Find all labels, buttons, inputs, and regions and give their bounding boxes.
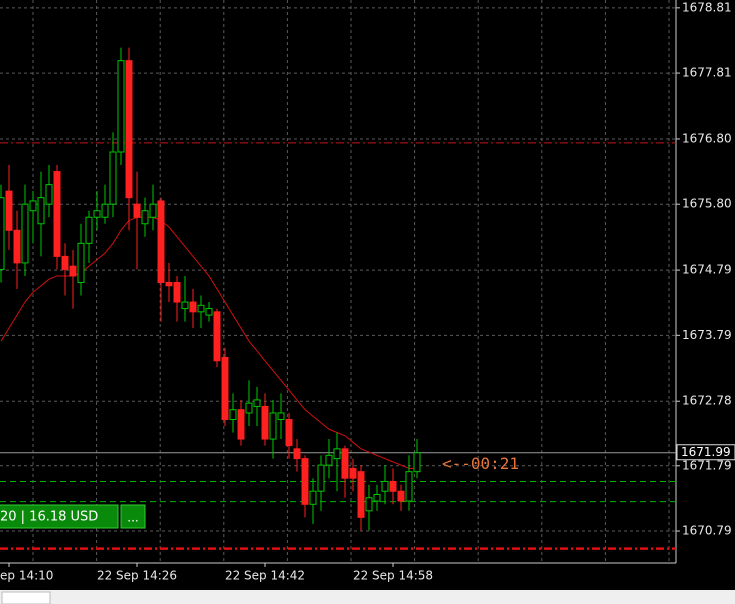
trade-button-label: ... — [127, 511, 138, 525]
candle-body — [333, 448, 341, 460]
candle-body — [269, 412, 277, 440]
candle-body — [69, 265, 77, 277]
candle-body — [365, 497, 373, 512]
candle-body — [341, 448, 349, 479]
candle-body — [301, 458, 309, 505]
candle-body — [221, 357, 229, 420]
candle-body — [181, 301, 189, 310]
candle-body — [29, 200, 37, 212]
candle-body — [93, 210, 101, 218]
x-tick-label: ep 14:10 — [0, 569, 53, 583]
trade-label: 20 | 16.18 USD — [0, 510, 98, 525]
candle-body — [389, 480, 397, 492]
candle-body — [205, 308, 213, 316]
y-tick-label: 1677.81 — [682, 66, 732, 80]
x-tick-label: 22 Sep 14:26 — [97, 569, 177, 583]
y-tick-label: 1671.79 — [682, 458, 732, 472]
candle-body — [13, 229, 21, 264]
price-tag — [676, 444, 735, 461]
x-tick-label: 22 Sep 14:58 — [353, 569, 433, 583]
tab-strip — [0, 590, 735, 604]
candle-body — [189, 301, 197, 313]
countdown: <--00:21 — [442, 454, 519, 473]
price-tag-label: 1671.99 — [681, 445, 731, 459]
candle-body — [85, 216, 93, 244]
candle-body — [405, 471, 413, 502]
candle-body — [157, 200, 165, 283]
candle-body — [45, 184, 53, 205]
candle-body — [0, 197, 5, 270]
candle-body — [125, 60, 133, 199]
y-tick-label: 1675.80 — [682, 197, 732, 211]
candle-body — [245, 402, 253, 414]
candle-body — [141, 210, 149, 225]
candle-body — [309, 490, 317, 505]
y-tick-label: 1674.79 — [682, 263, 732, 277]
candle-body — [213, 311, 221, 362]
candle-body — [21, 203, 29, 264]
tab[interactable] — [1, 591, 51, 604]
candle-body — [261, 405, 269, 440]
candle-body — [173, 281, 181, 303]
candle-body — [37, 197, 45, 225]
y-tick-label: 1670.79 — [682, 524, 732, 538]
y-tick-label: 1673.79 — [682, 328, 732, 342]
trade-box — [0, 504, 119, 529]
candle-body — [349, 467, 357, 479]
candle-body — [253, 399, 261, 407]
x-tick-label: 22 Sep 14:42 — [225, 569, 305, 583]
candle-body — [325, 454, 333, 466]
candle-body — [77, 242, 85, 283]
candle-body — [357, 471, 365, 518]
candle-body — [109, 151, 117, 205]
candle-body — [165, 281, 173, 287]
candle-body — [277, 412, 285, 420]
candle-body — [381, 480, 389, 492]
trade-button[interactable] — [120, 504, 146, 529]
y-tick-label: 1676.80 — [682, 131, 732, 145]
candle-body — [101, 203, 109, 218]
candle-body — [373, 494, 381, 502]
candle-body — [285, 418, 293, 447]
candle-body — [53, 171, 61, 257]
candle-body — [117, 60, 125, 153]
y-tick-label: 1678.81 — [682, 0, 732, 14]
candle-body — [397, 490, 405, 502]
candle-body — [229, 409, 237, 420]
candle-body — [149, 203, 157, 218]
candle-body — [293, 448, 301, 460]
candle-body — [5, 190, 13, 231]
candle-body — [237, 409, 245, 440]
candle-body — [133, 203, 141, 218]
candle-body — [61, 255, 69, 270]
y-tick-label: 1672.78 — [682, 394, 732, 408]
candle-body — [413, 452, 421, 473]
candle-body — [197, 304, 205, 313]
candle-body — [317, 464, 325, 492]
